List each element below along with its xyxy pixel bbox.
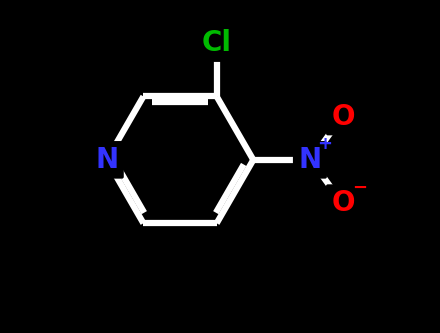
Text: +: + — [317, 135, 332, 153]
Text: N: N — [95, 146, 118, 174]
Text: N: N — [295, 143, 325, 177]
Text: N: N — [298, 146, 322, 174]
Text: O: O — [328, 186, 359, 220]
Text: O: O — [328, 100, 359, 134]
Text: Cl: Cl — [202, 29, 232, 57]
Text: −: − — [352, 179, 367, 197]
Text: N: N — [92, 143, 122, 177]
Text: O: O — [331, 103, 355, 131]
Text: Cl: Cl — [197, 26, 236, 60]
Text: O: O — [331, 189, 355, 217]
